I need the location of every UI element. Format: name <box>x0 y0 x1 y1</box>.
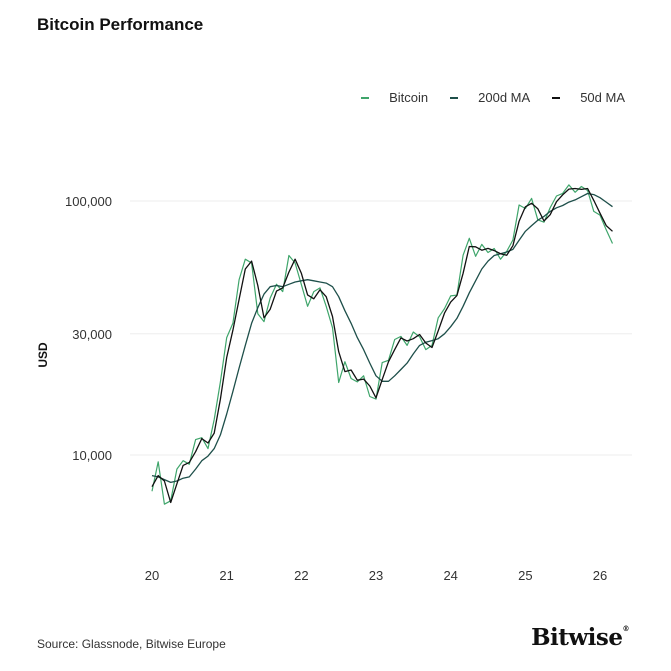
legend-item-200d-ma: 200d MA <box>450 90 530 105</box>
bitwise-logo: Bitwise® <box>531 624 629 651</box>
y-tick-label: 10,000 <box>72 448 112 463</box>
x-tick-label: 23 <box>369 568 383 583</box>
legend: Bitcoin 200d MA 50d MA <box>339 90 625 105</box>
x-tick-label: 26 <box>593 568 607 583</box>
source-note: Source: Glassnode, Bitwise Europe <box>37 637 226 651</box>
series-line-bitcoin <box>151 184 614 505</box>
y-tick-label: 100,000 <box>65 194 112 209</box>
legend-item-50d-ma: 50d MA <box>552 90 625 105</box>
legend-label: 200d MA <box>478 90 531 105</box>
legend-swatch <box>552 96 561 99</box>
x-tick-label: 24 <box>443 568 457 583</box>
x-tick-label: 22 <box>294 568 308 583</box>
series-line-200d-ma <box>151 192 613 484</box>
legend-swatch <box>450 96 459 99</box>
y-tick-label: 30,000 <box>72 327 112 342</box>
chart-title: Bitcoin Performance <box>37 15 204 34</box>
x-tick-label: 25 <box>518 568 532 583</box>
legend-item-bitcoin: Bitcoin <box>361 90 428 105</box>
legend-label: Bitcoin <box>389 90 429 105</box>
legend-swatch <box>361 96 370 99</box>
y-axis-label: USD <box>36 342 50 368</box>
series-line-50d-ma <box>151 187 613 504</box>
x-tick-label: 20 <box>145 568 159 583</box>
x-tick-label: 21 <box>219 568 233 583</box>
legend-label: 50d MA <box>580 90 625 105</box>
